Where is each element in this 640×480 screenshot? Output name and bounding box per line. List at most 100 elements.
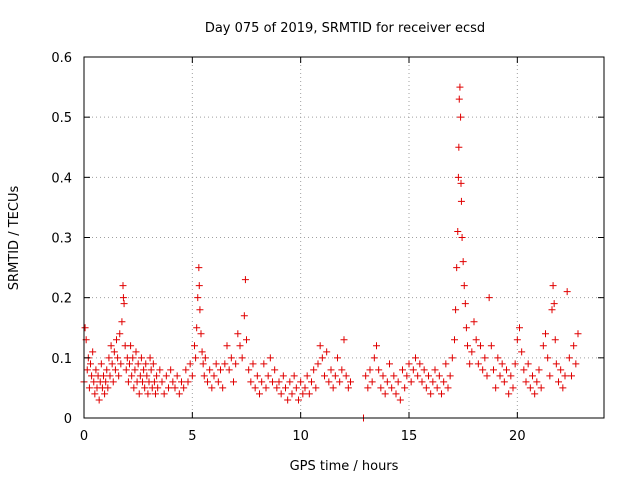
data-point xyxy=(381,390,389,398)
data-point xyxy=(154,384,162,392)
data-point xyxy=(214,378,222,386)
data-point xyxy=(199,360,207,368)
data-point xyxy=(210,372,218,380)
data-point xyxy=(370,354,378,362)
data-point xyxy=(124,378,132,386)
data-point xyxy=(451,336,458,344)
data-point xyxy=(169,378,177,386)
data-point xyxy=(243,336,250,344)
data-point xyxy=(175,390,183,398)
data-point xyxy=(251,384,259,392)
data-point xyxy=(453,264,461,272)
data-point xyxy=(295,396,302,404)
data-point xyxy=(118,318,126,326)
data-point xyxy=(195,264,203,272)
data-points xyxy=(80,83,582,422)
data-point xyxy=(368,378,376,386)
data-point xyxy=(102,378,110,386)
data-point xyxy=(414,372,422,380)
data-point xyxy=(194,294,202,302)
data-point xyxy=(496,372,504,380)
data-point xyxy=(116,330,124,338)
data-point xyxy=(204,378,211,386)
data-point xyxy=(264,372,272,380)
y-axis-label: SRMTID / TECUs xyxy=(7,186,22,291)
data-point xyxy=(399,366,406,374)
data-point xyxy=(479,366,487,374)
data-point xyxy=(388,384,396,392)
data-point xyxy=(186,360,194,368)
data-point xyxy=(195,282,203,290)
data-point xyxy=(457,113,465,121)
data-point xyxy=(373,342,380,350)
data-point xyxy=(412,354,419,362)
x-axis: 0 5 10 15 20 xyxy=(80,57,526,444)
y-tick-label: 0.5 xyxy=(51,111,72,126)
data-point xyxy=(454,227,462,235)
data-point xyxy=(418,378,426,386)
data-point xyxy=(518,348,526,356)
data-point xyxy=(438,390,445,398)
data-point xyxy=(225,366,233,374)
data-point xyxy=(364,384,372,392)
data-point xyxy=(238,354,246,362)
data-point xyxy=(425,372,432,380)
data-point xyxy=(108,360,116,368)
data-point xyxy=(310,366,318,374)
data-point xyxy=(563,288,571,296)
data-point xyxy=(362,372,370,380)
x-tick-label: 5 xyxy=(188,429,196,444)
data-point xyxy=(394,378,402,386)
data-point xyxy=(403,372,411,380)
y-tick-label: 0.3 xyxy=(51,232,72,247)
data-point xyxy=(568,372,575,380)
x-tick-label: 15 xyxy=(401,429,418,444)
data-point xyxy=(550,300,558,308)
data-point xyxy=(241,276,249,284)
data-point xyxy=(516,324,523,332)
data-point xyxy=(101,390,109,398)
data-point xyxy=(266,354,274,362)
data-point xyxy=(114,354,122,362)
data-point xyxy=(180,384,188,392)
data-point xyxy=(539,342,547,350)
data-point xyxy=(139,378,146,386)
data-point xyxy=(498,360,506,368)
data-point xyxy=(290,372,298,380)
data-point xyxy=(115,372,123,380)
data-point xyxy=(271,366,279,374)
data-point xyxy=(119,282,127,290)
data-point xyxy=(240,312,248,320)
data-point xyxy=(152,390,159,398)
data-point xyxy=(513,336,521,344)
data-point xyxy=(144,390,152,398)
data-point xyxy=(284,396,292,404)
data-point xyxy=(88,372,96,380)
x-tick-label: 0 xyxy=(80,429,88,444)
data-point xyxy=(509,384,517,392)
data-point xyxy=(392,390,400,398)
data-point xyxy=(483,372,491,380)
data-point xyxy=(466,360,474,368)
data-point xyxy=(111,366,119,374)
data-point xyxy=(227,354,235,362)
data-point xyxy=(256,390,263,398)
data-point xyxy=(401,384,409,392)
data-point xyxy=(390,372,398,380)
data-point xyxy=(379,372,387,380)
data-point xyxy=(524,360,532,368)
data-point xyxy=(316,342,324,350)
data-point xyxy=(446,372,454,380)
data-point xyxy=(546,372,554,380)
data-point xyxy=(206,366,214,374)
data-point xyxy=(422,384,430,392)
data-point xyxy=(160,390,168,398)
data-point xyxy=(147,366,155,374)
data-point xyxy=(106,372,114,380)
data-point xyxy=(140,366,148,374)
data-point xyxy=(120,300,128,308)
data-point xyxy=(173,372,181,380)
data-point xyxy=(551,336,559,344)
data-point xyxy=(347,378,354,386)
